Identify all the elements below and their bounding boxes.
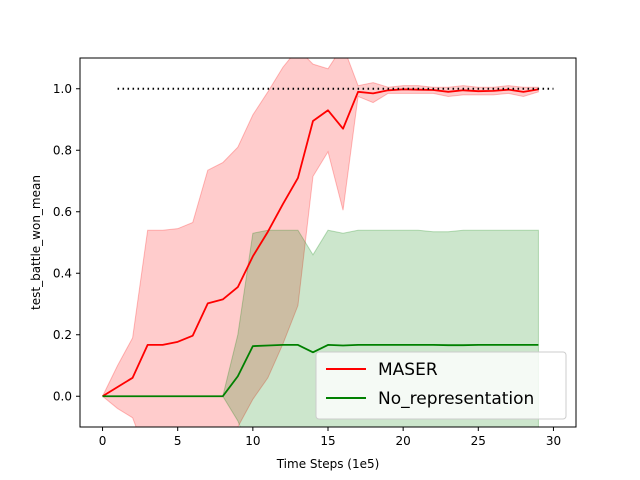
legend: MASER No_representation xyxy=(315,351,567,420)
x-tick-label: 15 xyxy=(320,434,335,448)
x-tick-label: 5 xyxy=(174,434,182,448)
x-axis-ticks: 0 5 10 15 20 25 30 xyxy=(99,427,561,448)
x-tick-label: 0 xyxy=(99,434,107,448)
series-line-no-representation xyxy=(102,343,539,398)
legend-label-maser: MASER xyxy=(378,360,438,380)
y-axis-ticks: 0.0 0.2 0.4 0.6 0.8 1.0 xyxy=(53,82,80,403)
y-tick-label: 0.6 xyxy=(53,205,72,219)
x-axis-label: Time Steps (1e5) xyxy=(276,457,380,471)
y-tick-label: 1.0 xyxy=(53,82,72,96)
x-tick-label: 30 xyxy=(546,434,561,448)
x-tick-label: 10 xyxy=(245,434,260,448)
series-line-maser xyxy=(102,88,539,398)
y-tick-label: 0.8 xyxy=(53,143,72,157)
y-tick-label: 0.4 xyxy=(53,266,72,280)
y-tick-label: 0.2 xyxy=(53,328,72,342)
legend-label-no-representation: No_representation xyxy=(378,389,534,409)
x-tick-label: 25 xyxy=(471,434,486,448)
x-tick-label: 20 xyxy=(396,434,411,448)
legend-box xyxy=(315,351,567,420)
y-tick-label: 0.0 xyxy=(53,389,72,403)
series-lines xyxy=(102,88,539,398)
y-axis-label: test_battle_won_mean xyxy=(29,175,43,310)
